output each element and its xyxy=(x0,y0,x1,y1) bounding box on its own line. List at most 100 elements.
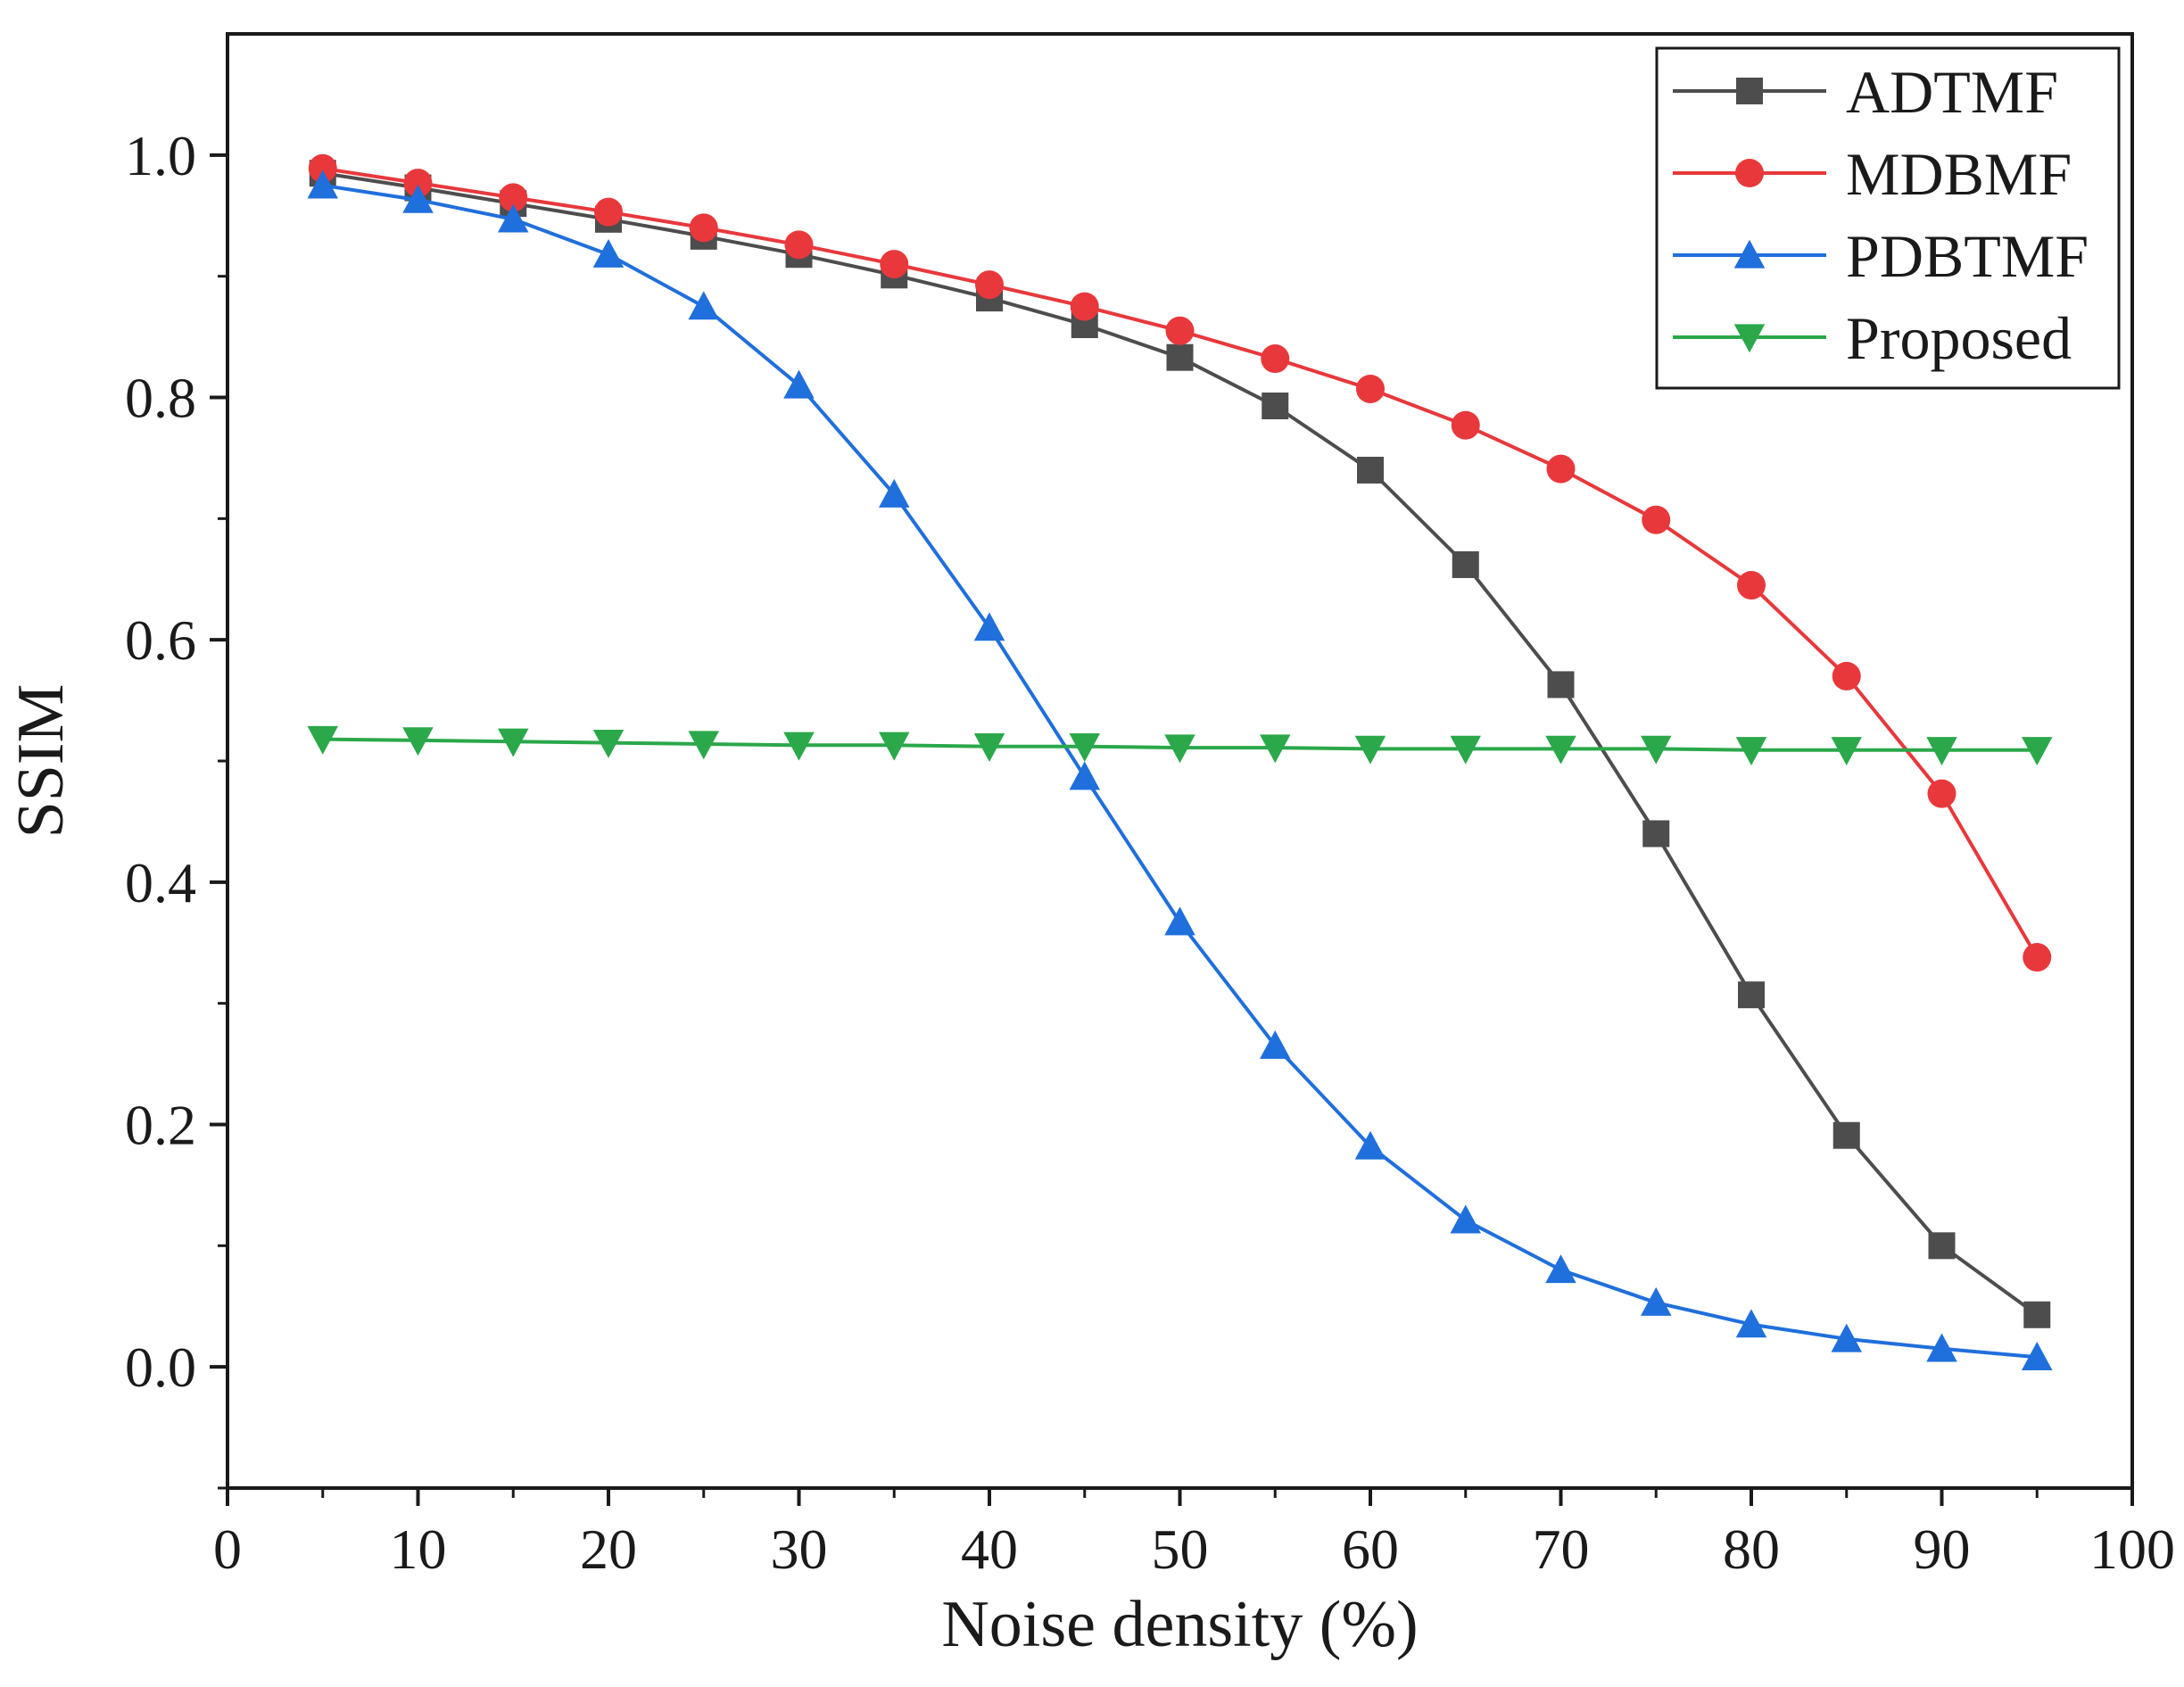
data-point-pdbtmf-30 xyxy=(783,369,815,399)
data-point-proposed-25 xyxy=(688,731,719,760)
x-tick-label: 40 xyxy=(961,1517,1018,1581)
data-point-mdbmf-55 xyxy=(1261,344,1290,374)
y-tick-label: 0.4 xyxy=(125,851,196,914)
data-point-pdbtmf-50 xyxy=(1164,906,1195,936)
data-point-adtmf-85 xyxy=(1832,1121,1860,1149)
data-point-proposed-95 xyxy=(2022,737,2053,766)
data-point-proposed-15 xyxy=(498,728,529,757)
data-point-adtmf-90 xyxy=(1928,1232,1956,1260)
series-mdbmf xyxy=(308,153,2052,972)
data-point-proposed-60 xyxy=(1354,735,1386,765)
x-tick-label: 80 xyxy=(1723,1517,1780,1581)
data-point-adtmf-70 xyxy=(1547,671,1575,699)
data-point-adtmf-60 xyxy=(1357,457,1384,484)
legend: ADTMF MDBMF PDBTMF Proposed xyxy=(1655,46,2121,390)
data-point-mdbmf-50 xyxy=(1165,316,1195,345)
data-point-mdbmf-30 xyxy=(784,230,814,260)
data-point-proposed-45 xyxy=(1069,733,1100,762)
data-point-mdbmf-80 xyxy=(1737,571,1766,600)
data-point-mdbmf-65 xyxy=(1451,410,1480,440)
data-point-mdbmf-85 xyxy=(1832,661,1861,691)
data-point-mdbmf-75 xyxy=(1642,505,1671,534)
x-tick-label: 70 xyxy=(1533,1517,1590,1581)
x-tick-label: 30 xyxy=(771,1517,828,1581)
data-point-proposed-65 xyxy=(1450,735,1481,765)
data-point-pdbtmf-35 xyxy=(879,478,910,508)
data-point-adtmf-75 xyxy=(1642,820,1670,848)
x-tick-label: 60 xyxy=(1342,1517,1399,1581)
data-point-pdbtmf-40 xyxy=(973,612,1005,641)
y-axis-label: SSIM xyxy=(4,684,78,839)
x-tick-label: 20 xyxy=(580,1517,637,1581)
y-tick-label: 0.6 xyxy=(125,608,196,672)
data-point-proposed-75 xyxy=(1641,735,1672,765)
data-point-pdbtmf-80 xyxy=(1735,1309,1767,1338)
data-point-proposed-30 xyxy=(783,732,815,761)
data-point-mdbmf-95 xyxy=(2023,943,2052,972)
data-point-pdbtmf-90 xyxy=(1926,1333,1957,1362)
data-point-adtmf-50 xyxy=(1166,343,1194,371)
legend-marker-pdbtmf xyxy=(1733,239,1766,269)
legend-item-mdbmf: MDBMF xyxy=(1673,140,2072,208)
data-point-pdbtmf-15 xyxy=(498,203,529,233)
data-point-mdbmf-5 xyxy=(308,153,337,183)
legend-box xyxy=(1655,46,2121,390)
data-point-adtmf-65 xyxy=(1452,550,1479,578)
series-pdbtmf xyxy=(307,170,2053,1370)
x-tick-label: 50 xyxy=(1152,1517,1209,1581)
data-point-proposed-5 xyxy=(307,725,338,755)
data-point-adtmf-55 xyxy=(1262,393,1289,420)
data-point-pdbtmf-25 xyxy=(688,291,719,320)
axes: 0 10 20 30 40 50 60 70 80 90 100 0.0 0.2 0.4 0.6 0.8 1.0… xyxy=(4,32,2175,1661)
y-tick-label: 0.0 xyxy=(125,1336,196,1399)
data-point-proposed-10 xyxy=(402,727,434,757)
data-point-pdbtmf-45 xyxy=(1069,761,1100,790)
data-point-proposed-35 xyxy=(879,732,910,761)
x-tick-label: 90 xyxy=(1914,1517,1971,1581)
legend-label-adtmf: ADTMF xyxy=(1846,58,2058,126)
series-proposed xyxy=(307,725,2053,766)
legend-label-pdbtmf: PDBTMF xyxy=(1846,222,2089,290)
data-point-adtmf-95 xyxy=(2023,1301,2051,1328)
legend-item-adtmf: ADTMF xyxy=(1673,58,2058,126)
data-point-pdbtmf-20 xyxy=(592,238,625,268)
data-point-mdbmf-60 xyxy=(1356,374,1385,403)
data-point-mdbmf-70 xyxy=(1546,454,1576,484)
x-axis-label: Noise density (%) xyxy=(941,1588,1418,1661)
plot-area xyxy=(307,153,2053,1370)
data-point-proposed-85 xyxy=(1831,737,1862,766)
data-point-mdbmf-90 xyxy=(1927,779,1956,808)
data-point-mdbmf-40 xyxy=(975,270,1004,300)
legend-marker-mdbmf xyxy=(1735,159,1764,187)
data-point-mdbmf-15 xyxy=(499,183,528,212)
data-point-mdbmf-45 xyxy=(1070,292,1099,321)
data-point-proposed-80 xyxy=(1735,737,1767,766)
data-point-pdbtmf-65 xyxy=(1450,1204,1481,1234)
data-point-mdbmf-10 xyxy=(403,169,433,198)
y-tick-label: 1.0 xyxy=(125,124,196,187)
x-tick-label: 10 xyxy=(390,1517,447,1581)
data-point-proposed-50 xyxy=(1164,734,1195,764)
x-tick-label: 100 xyxy=(2089,1517,2175,1581)
legend-label-proposed: Proposed xyxy=(1846,304,2072,372)
legend-label-mdbmf: MDBMF xyxy=(1846,140,2072,208)
data-point-proposed-90 xyxy=(1926,737,1957,766)
data-point-pdbtmf-55 xyxy=(1260,1030,1291,1059)
data-point-proposed-55 xyxy=(1260,734,1291,764)
data-point-pdbtmf-60 xyxy=(1354,1130,1386,1160)
data-point-mdbmf-25 xyxy=(689,213,718,243)
legend-item-pdbtmf: PDBTMF xyxy=(1673,222,2089,290)
data-point-mdbmf-35 xyxy=(880,250,909,279)
legend-marker-adtmf xyxy=(1736,78,1763,104)
data-point-pdbtmf-85 xyxy=(1831,1323,1862,1352)
data-point-pdbtmf-5 xyxy=(307,170,338,199)
data-point-pdbtmf-75 xyxy=(1641,1286,1672,1316)
data-point-adtmf-80 xyxy=(1738,981,1765,1009)
legend-item-proposed: Proposed xyxy=(1673,304,2072,372)
data-point-proposed-20 xyxy=(592,729,625,758)
data-point-proposed-70 xyxy=(1545,735,1576,765)
data-point-pdbtmf-70 xyxy=(1545,1254,1576,1284)
data-point-mdbmf-20 xyxy=(594,197,623,227)
legend-marker-proposed xyxy=(1733,324,1766,353)
